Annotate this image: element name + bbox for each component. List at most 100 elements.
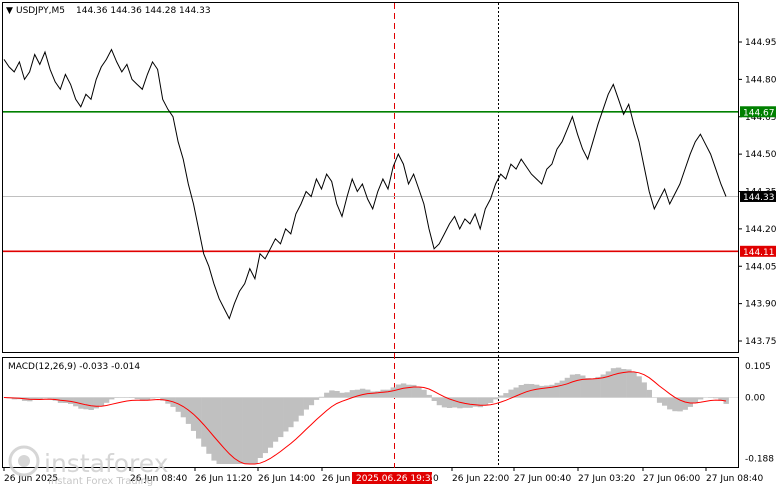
macd-bar: [544, 385, 550, 398]
macd-bar: [462, 397, 468, 408]
macd-bar: [354, 389, 361, 398]
macd-bar: [47, 397, 53, 399]
time-highlight-tail: 0: [433, 474, 439, 484]
macd-bar: [672, 397, 678, 412]
macd-bar: [615, 367, 622, 398]
macd-bar: [247, 397, 253, 464]
macd-bar: [221, 397, 227, 464]
macd-bar: [262, 397, 268, 454]
macd-axis-label: 0.00: [745, 394, 765, 404]
macd-histogram: [6, 367, 729, 464]
current-price-label: 144.33: [743, 193, 775, 203]
macd-bar: [324, 392, 330, 398]
macd-bar: [523, 383, 530, 398]
watermark-brand: instaforex: [44, 449, 169, 478]
macd-bar: [32, 397, 38, 400]
macd-bar: [370, 391, 376, 398]
macd-bar: [713, 397, 719, 399]
macd-bar: [646, 389, 652, 398]
time-axis-label: 27 Jun 06:00: [643, 474, 700, 484]
macd-bar: [37, 397, 43, 400]
macd-bar: [242, 397, 248, 464]
macd-bar: [390, 387, 396, 398]
macd-bar: [313, 397, 320, 400]
price-axis-label: 144.65: [745, 113, 777, 123]
macd-bar: [42, 397, 48, 399]
macd-bar: [385, 389, 391, 398]
macd-bar: [569, 374, 576, 398]
macd-bar: [605, 371, 612, 398]
macd-bar: [196, 397, 202, 439]
macd-bar: [477, 397, 484, 408]
macd-bar: [283, 397, 289, 432]
chart-menu-arrow[interactable]: ▼: [6, 6, 13, 16]
macd-bar: [98, 397, 105, 406]
macd-bar: [416, 386, 422, 398]
macd-bar: [293, 397, 299, 422]
macd-bar: [436, 397, 443, 406]
macd-bar: [549, 384, 555, 398]
price-axis-label: 144.95: [745, 38, 777, 48]
macd-bar: [318, 396, 325, 398]
macd-axis-label: -0.188: [745, 454, 774, 464]
macd-bar: [677, 397, 683, 412]
macd-bar: [559, 380, 565, 398]
macd-bar: [155, 397, 161, 398]
macd-bar: [610, 368, 617, 398]
macd-bar: [585, 378, 591, 398]
macd-bar: [211, 397, 217, 461]
price-axis-label: 144.05: [745, 262, 777, 272]
macd-bar: [257, 397, 263, 458]
macd-bar: [457, 397, 463, 409]
current-price-tag: [740, 190, 776, 202]
time-axis-label: 27 Jun 08:40: [706, 474, 763, 484]
price-axis-label: 143.75: [745, 337, 777, 347]
time-axis-label: 26 Jun: [322, 474, 350, 484]
macd-bar: [621, 369, 627, 398]
ohlc-readout: 144.36 144.36 144.28 144.33: [76, 6, 211, 16]
macd-axis-label: 0.105: [745, 362, 771, 372]
time-highlight-box: [352, 472, 432, 484]
time-axis-label: 27 Jun 00:40: [514, 474, 571, 484]
macd-bar: [344, 392, 350, 398]
macd-bar: [380, 389, 386, 398]
macd-bar: [267, 397, 274, 448]
macd-bar: [631, 372, 637, 398]
macd-bar: [426, 394, 432, 398]
macd-bar: [441, 397, 448, 408]
macd-bar: [339, 392, 345, 398]
macd-bar: [216, 397, 222, 464]
macd-bar: [718, 397, 724, 401]
macd-bar: [288, 397, 294, 428]
macd-bar: [139, 397, 146, 401]
price-series-line: [3, 48, 727, 320]
macd-bar: [482, 397, 489, 406]
time-axis-label: 26 Jun 11:20: [195, 474, 252, 484]
macd-bar: [626, 369, 632, 398]
macd-bar: [144, 397, 151, 401]
macd-bar: [446, 397, 453, 408]
macd-bar: [656, 397, 663, 403]
macd-bar: [226, 397, 233, 464]
macd-bar: [503, 393, 509, 398]
macd-bar: [687, 397, 693, 407]
macd-bar: [88, 397, 94, 410]
macd-bar: [452, 397, 458, 408]
macd-bar: [564, 377, 571, 398]
macd-signal-line: [3, 371, 727, 465]
macd-bar: [590, 378, 596, 398]
macd-bar: [667, 397, 673, 410]
macd-bar: [595, 376, 601, 398]
macd-bar: [406, 384, 412, 398]
macd-bar: [682, 397, 688, 410]
price-axis-label: 143.90: [745, 300, 777, 310]
macd-bar: [150, 397, 156, 399]
macd-label: MACD(12,26,9) -0.033 -0.014: [8, 362, 140, 372]
macd-bar: [73, 397, 79, 407]
macd-bar: [272, 397, 279, 442]
macd-bar: [411, 384, 417, 398]
time-axis-label: 27 Jun 03:20: [578, 474, 635, 484]
macd-bar: [539, 385, 545, 398]
macd-bar: [298, 397, 304, 416]
